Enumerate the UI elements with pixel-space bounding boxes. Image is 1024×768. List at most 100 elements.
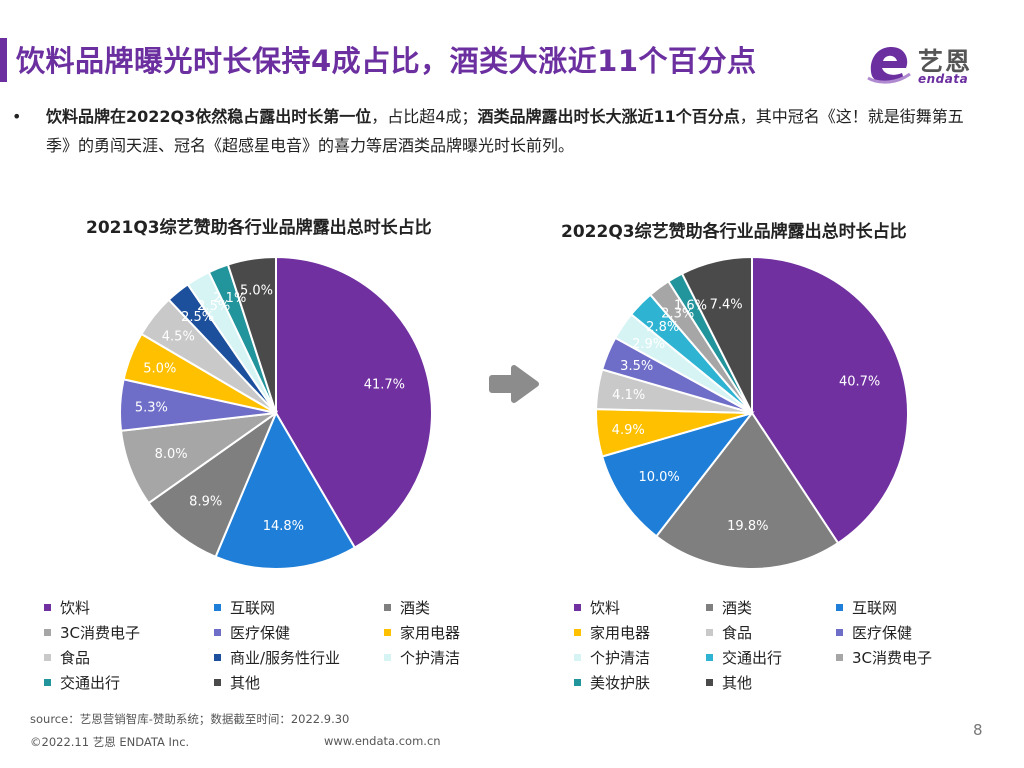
pie-slice-1-2: [600, 411, 755, 538]
pie-label-1-9: 1.6%: [674, 298, 707, 313]
pie-chart-2022: 40.7% 19.8% 10.0% 4.9% 4.1% 3.5% 2.9% 2.8%2.3%1…: [595, 255, 910, 570]
legend-swatch: [214, 653, 221, 661]
legend-label: 酒类: [400, 598, 431, 617]
legend-swatch: [44, 603, 51, 611]
legend-swatch: [214, 628, 221, 636]
pie-label-0-10: 5.0%: [240, 284, 273, 299]
endata-logo: 艺恩 endata: [866, 40, 996, 92]
legend-label: 食品: [722, 623, 753, 642]
legend-label: 家用电器: [400, 623, 461, 642]
description-highlight-1: 饮料品牌在2022Q3依然稳占露出时长第一位: [46, 107, 372, 126]
legend-item-1-5: 医疗保健: [836, 621, 976, 643]
pie-slice-0-0: [275, 255, 433, 550]
legend-item-0-3: 3C消费电子: [44, 621, 214, 643]
legend-label: 交通出行: [60, 673, 121, 692]
pie-label-1-10: 7.4%: [710, 298, 743, 313]
legend-item-0-5: 家用电器: [384, 621, 534, 643]
chart-title-2021: 2021Q3综艺赞助各行业品牌露出总时长占比: [86, 218, 432, 238]
legend-swatch: [214, 603, 221, 611]
chart-title-2022: 2022Q3综艺赞助各行业品牌露出总时长占比: [561, 222, 907, 242]
legend-swatch: [384, 628, 391, 636]
legend-item-0-6: 食品: [44, 646, 214, 668]
legend-label: 其他: [230, 673, 261, 692]
description-highlight-2: 酒类品牌露出时长大涨近11个百分点: [477, 107, 740, 126]
legend-2021: 饮料 互联网 酒类 3C消费电子 医疗保健 家用电器食品 商业/服务性行业 个护清洁交通出行 其…: [44, 596, 534, 693]
legend-swatch: [836, 653, 843, 661]
legend-label: 酒类: [722, 598, 753, 617]
pie-slice-0-2: [147, 410, 279, 559]
pie-label-0-0: 41.7%: [364, 378, 405, 393]
pie-label-0-3: 8.0%: [155, 447, 188, 462]
pie-label-1-6: 2.9%: [632, 337, 665, 352]
legend-label: 个护清洁: [400, 648, 461, 667]
pie-label-0-5: 5.0%: [143, 361, 176, 376]
pie-slice-0-1: [214, 410, 357, 570]
legend-swatch: [836, 603, 843, 611]
description-bullet: •: [12, 107, 22, 126]
legend-label: 个护清洁: [590, 648, 651, 667]
legend-item-1-8: 3C消费电子: [836, 646, 976, 668]
pie-label-1-3: 4.9%: [612, 423, 645, 438]
legend-item-1-7: 交通出行: [706, 646, 836, 668]
pie-label-0-4: 5.3%: [135, 401, 168, 416]
pie-label-1-8: 2.3%: [661, 307, 694, 322]
legend-item-0-10: 其他: [214, 671, 384, 693]
copyright-text: ©2022.11 艺恩 ENDATA Inc.: [30, 735, 190, 749]
legend-swatch: [384, 653, 391, 661]
pie-label-0-2: 8.9%: [189, 495, 222, 510]
website-text: www.endata.com.cn: [324, 734, 441, 748]
legend-label: 家用电器: [590, 623, 651, 642]
legend-label: 3C消费电子: [60, 623, 141, 642]
legend-item-1-3: 家用电器: [574, 621, 706, 643]
description-text: 饮料品牌在2022Q3依然稳占露出时长第一位，占比超4成；酒类品牌露出时长大涨近…: [46, 102, 966, 160]
pie-label-1-5: 3.5%: [620, 359, 653, 374]
pie-slice-1-1: [654, 411, 840, 570]
legend-item-0-2: 酒类: [384, 596, 534, 618]
legend-item-1-6: 个护清洁: [574, 646, 706, 668]
legend-item-1-10: 其他: [706, 671, 836, 693]
legend-swatch: [706, 678, 713, 686]
legend-swatch: [44, 653, 51, 661]
pie-slice-1-10: [680, 255, 753, 414]
legend-label: 其他: [722, 673, 753, 692]
legend-label: 饮料: [590, 598, 621, 617]
legend-label: 互联网: [852, 598, 898, 617]
legend-label: 食品: [60, 648, 91, 667]
description-text-2: ，占比超4成；: [371, 107, 478, 126]
pie-label-1-7: 2.8%: [646, 320, 679, 335]
pie-slice-0-10: [226, 255, 277, 414]
legend-item-1-0: 饮料: [574, 596, 706, 618]
source-note: source：艺恩营销智库-赞助系统；数据截至时间：2022.9.30: [30, 712, 350, 726]
legend-swatch: [44, 628, 51, 636]
right-arrow-icon: [489, 365, 539, 403]
legend-item-0-4: 医疗保健: [214, 621, 384, 643]
page-number: 8: [973, 721, 983, 739]
legend-item-0-9: 交通出行: [44, 671, 214, 693]
pie-label-1-1: 19.8%: [727, 519, 768, 534]
endata-logo-icon: [867, 46, 911, 84]
pie-label-0-8: 2.5%: [197, 299, 230, 314]
legend-swatch: [706, 628, 713, 636]
page-title: 饮料品牌曝光时长保持4成占比，酒类大涨近11个百分点: [16, 44, 757, 78]
pie-label-0-6: 4.5%: [162, 329, 195, 344]
legend-swatch: [574, 653, 581, 661]
pie-label-1-2: 10.0%: [638, 470, 679, 485]
description-text-4: ，其中冠名《这！就是街舞第五季》的勇闯天涯、冠名《超感星电音》的喜力等居酒类品牌…: [46, 107, 964, 155]
legend-swatch: [574, 678, 581, 686]
logo-english-text: endata: [918, 72, 969, 86]
legend-item-0-1: 互联网: [214, 596, 384, 618]
legend-label: 互联网: [230, 598, 276, 617]
legend-swatch: [384, 603, 391, 611]
legend-label: 医疗保健: [852, 623, 913, 642]
legend-2022: 饮料 酒类 互联网家用电器 食品 医疗保健个护清洁 交通出行 3C消费电子美妆护肤 其他: [574, 596, 976, 693]
legend-swatch: [574, 628, 581, 636]
pie-chart-2021: 41.7%14.8%8.9%8.0%5.3%5.0%4.5%2.5%2.5%2.…: [119, 255, 433, 570]
legend-item-0-7: 商业/服务性行业: [214, 646, 384, 668]
legend-label: 饮料: [60, 598, 91, 617]
legend-label: 交通出行: [722, 648, 783, 667]
pie-label-0-1: 14.8%: [263, 519, 304, 534]
pie-label-1-4: 4.1%: [612, 388, 645, 403]
legend-label: 医疗保健: [230, 623, 291, 642]
legend-swatch: [574, 603, 581, 611]
legend-item-1-9: 美妆护肤: [574, 671, 706, 693]
